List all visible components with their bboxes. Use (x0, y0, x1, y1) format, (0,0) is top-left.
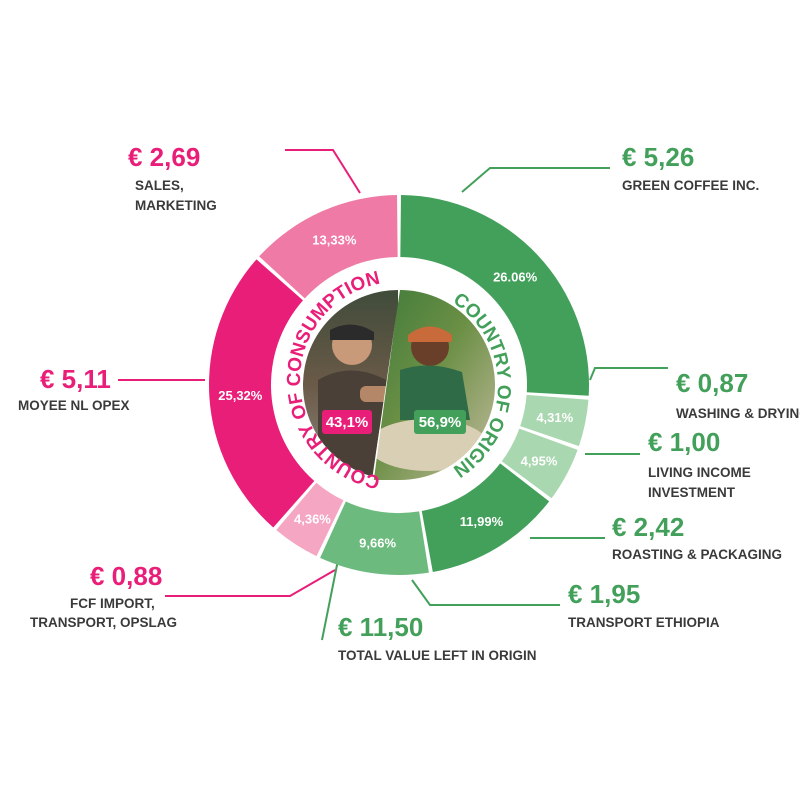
fcf-label-line2: TRANSPORT, OPSLAG (30, 615, 177, 630)
total-origin-amount: € 11,50 (338, 612, 423, 642)
callout-total-origin: € 11,50 TOTAL VALUE LEFT IN ORIGIN (338, 612, 537, 663)
slice-percent-label-4: 9,66% (359, 536, 396, 551)
sales-label-line1: SALES, (135, 178, 184, 193)
callout-sales: € 2,69 SALES, MARKETING (128, 142, 217, 213)
callout-green-coffee: € 5,26 GREEN COFFEE INC. (622, 142, 759, 193)
leader-transport-eth (411, 579, 560, 606)
green-coffee-label: GREEN COFFEE INC. (622, 178, 759, 193)
donut-slice-3 (421, 463, 550, 572)
callout-moyee: € 5,11 MOYEE NL OPEX (18, 364, 130, 413)
fcf-label-line1: FCF IMPORT, (70, 596, 155, 611)
donut-slice-0 (400, 195, 589, 396)
washing-amount: € 0,87 (676, 368, 748, 398)
callout-roasting: € 2,42 ROASTING & PACKAGING (612, 512, 782, 562)
donut-slice-2 (501, 428, 578, 499)
transport-eth-amount: € 1,95 (568, 579, 640, 609)
fcf-amount: € 0,88 (90, 561, 162, 591)
leader-sales (285, 149, 361, 194)
moyee-amount: € 5,11 (40, 364, 111, 394)
slice-percent-label-2: 4,95% (521, 453, 558, 468)
slice-percent-label-1: 4,31% (536, 410, 573, 425)
origin-percent: 56,9% (419, 414, 462, 431)
callout-fcf: € 0,88 FCF IMPORT, TRANSPORT, OPSLAG (30, 561, 177, 630)
leader-fcf (165, 569, 336, 597)
callout-transport-eth: € 1,95 TRANSPORT ETHIOPIA (568, 579, 720, 630)
slice-percent-labels: 26.06% 4,31% 4,95% 11,99% 9,66% 4,36% 25,32% 13… (218, 233, 573, 551)
leader-green-coffee (461, 167, 610, 193)
roasting-amount: € 2,42 (612, 512, 684, 542)
slice-percent-label-5: 4,36% (294, 511, 331, 526)
roasting-label: ROASTING & PACKAGING (612, 547, 782, 562)
donut-slice-5 (276, 482, 344, 557)
callout-living-income: € 1,00 LIVING INCOME INVESTMENT (648, 427, 751, 500)
donut-slice-7 (259, 195, 398, 299)
donut-slice-6 (208, 259, 315, 528)
green-coffee-amount: € 5,26 (622, 142, 694, 172)
moyee-label: MOYEE NL OPEX (18, 398, 130, 413)
slice-percent-label-0: 26.06% (493, 269, 538, 284)
living-income-label-line1: LIVING INCOME (648, 465, 751, 480)
living-income-label-line2: INVESTMENT (648, 485, 736, 500)
consumption-percent: 43,1% (326, 414, 369, 431)
origin-badge: 56,9% (414, 410, 466, 434)
sales-label-line2: MARKETING (135, 198, 217, 213)
transport-eth-label: TRANSPORT ETHIOPIA (568, 615, 720, 630)
slice-percent-label-7: 13,33% (312, 233, 357, 248)
donut-slice-1 (520, 394, 589, 447)
slice-percent-label-6: 25,32% (218, 388, 263, 403)
slice-percent-label-3: 11,99% (460, 514, 504, 529)
callout-washing: € 0,87 WASHING & DRYING (676, 368, 800, 421)
consumption-badge: 43,1% (322, 410, 372, 434)
total-origin-label: TOTAL VALUE LEFT IN ORIGIN (338, 648, 537, 663)
sales-amount: € 2,69 (128, 142, 200, 172)
leader-washing (589, 367, 668, 381)
washing-label: WASHING & DRYING (676, 406, 800, 421)
living-income-amount: € 1,00 (648, 427, 720, 457)
donut-slices (208, 195, 589, 575)
donut-slice-4 (320, 501, 429, 575)
